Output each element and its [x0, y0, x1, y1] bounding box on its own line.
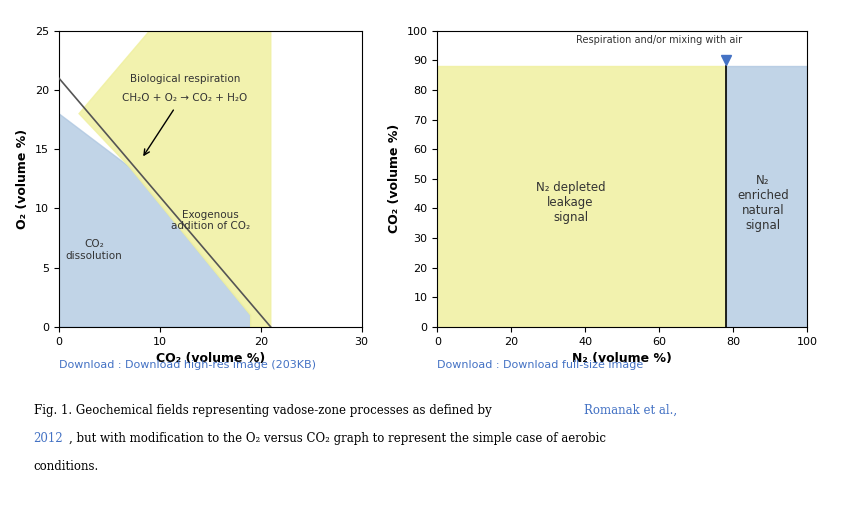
Text: N₂
enriched
natural
signal: N₂ enriched natural signal [737, 174, 789, 231]
Text: Fig. 1. Geochemical fields representing vadose-zone processes as defined by: Fig. 1. Geochemical fields representing … [34, 404, 495, 416]
Text: N₂ depleted
leakage
signal: N₂ depleted leakage signal [536, 181, 606, 224]
X-axis label: N₂ (volume %): N₂ (volume %) [573, 352, 672, 365]
X-axis label: CO₂ (volume %): CO₂ (volume %) [156, 352, 265, 365]
Text: Download : Download full-size image: Download : Download full-size image [437, 360, 643, 370]
Text: Exogenous
addition of CO₂: Exogenous addition of CO₂ [171, 210, 250, 231]
Text: , but with modification to the O₂ versus CO₂ graph to represent the simple case : , but with modification to the O₂ versus… [69, 432, 606, 445]
Text: Biological respiration: Biological respiration [130, 74, 241, 84]
Text: 2012: 2012 [34, 432, 63, 445]
Polygon shape [726, 66, 807, 327]
Y-axis label: O₂ (volume %): O₂ (volume %) [17, 129, 29, 229]
Text: Respiration and/or mixing with air: Respiration and/or mixing with air [576, 35, 743, 45]
Polygon shape [79, 31, 271, 327]
Text: Romanak et al.,: Romanak et al., [584, 404, 678, 416]
Text: CO₂
dissolution: CO₂ dissolution [66, 239, 123, 261]
Text: Download : Download high-res image (203KB): Download : Download high-res image (203K… [59, 360, 316, 370]
Text: CH₂O + O₂ → CO₂ + H₂O: CH₂O + O₂ → CO₂ + H₂O [123, 94, 247, 104]
Polygon shape [437, 66, 726, 327]
Y-axis label: CO₂ (volume %): CO₂ (volume %) [388, 124, 401, 234]
Text: conditions.: conditions. [34, 460, 99, 473]
Polygon shape [59, 113, 251, 327]
